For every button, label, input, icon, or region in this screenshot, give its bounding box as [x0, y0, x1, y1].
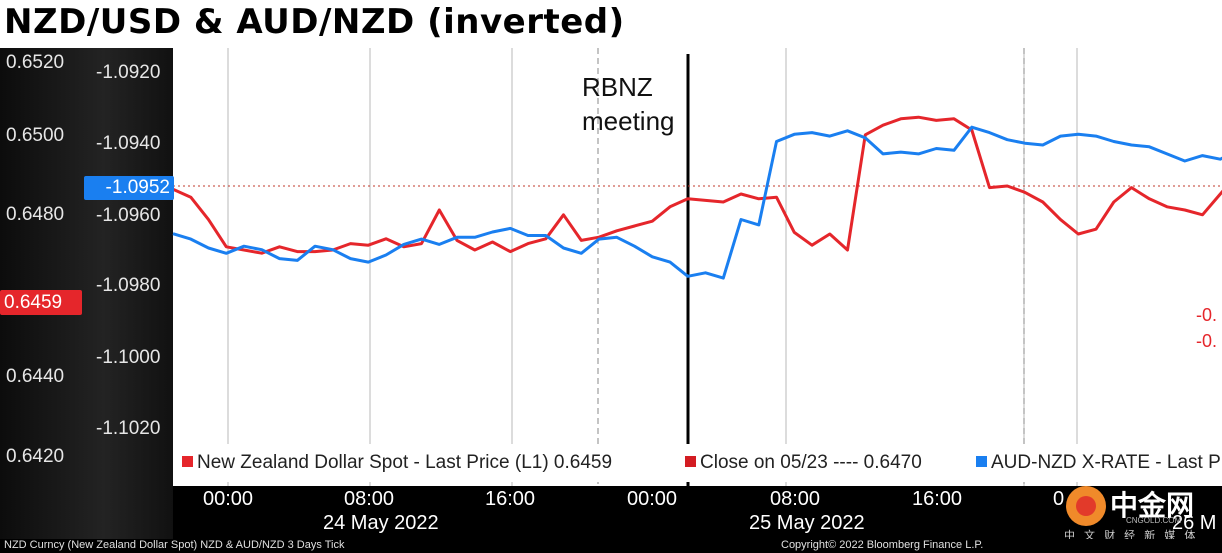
legend-item-nzd: New Zealand Dollar Spot - Last Price (L1…	[182, 452, 612, 474]
legend-swatch-nzd	[182, 456, 193, 467]
legend-label-aud: AUD-NZD X-RATE - Last P	[991, 452, 1221, 473]
x-date-1: 25 May 2022	[749, 512, 865, 534]
watermark-site: CNGOLD.COM	[1126, 516, 1182, 525]
annotation-line-2: meeting	[582, 106, 675, 136]
legend-label-nzd: New Zealand Dollar Spot - Last Price (L1…	[197, 452, 613, 473]
x-date-2: 26 M	[1172, 512, 1217, 534]
annotation-line-1: RBNZ	[582, 72, 653, 102]
legend-swatch-aud	[976, 456, 987, 467]
inner-tick-0: -1.0920	[96, 62, 161, 83]
inner-tick-5: -1.1020	[96, 418, 161, 439]
series-layer	[172, 115, 1222, 280]
watermark-logo	[1066, 486, 1106, 526]
legend-label-close: Close on 05/23 ---- 0.6470	[700, 452, 922, 473]
watermark-text: 中金网	[1110, 489, 1195, 522]
right-cut-label-2: -0.	[1196, 331, 1218, 351]
legend: New Zealand Dollar Spot - Last Price (L1…	[176, 444, 1222, 482]
left-tick-0: 0.6520	[6, 52, 65, 73]
chart-plot	[172, 48, 1222, 486]
grid	[173, 48, 1222, 486]
legend-item-aud: AUD-NZD X-RATE - Last P	[976, 452, 1221, 474]
aud-current-label: -1.0952	[84, 176, 174, 200]
series-aud-line	[172, 125, 1222, 280]
left-tick-1: 0.6500	[6, 125, 65, 146]
x-tick-3: 00:00	[627, 488, 678, 510]
annotation-rbnz: RBNZ meeting	[582, 70, 675, 138]
chart-title: NZD/USD & AUD/NZD (inverted)	[4, 2, 625, 42]
inner-tick-3: -1.0980	[96, 275, 161, 296]
legend-item-close: Close on 05/23 ---- 0.6470	[685, 452, 922, 474]
x-date-0: 24 May 2022	[323, 512, 439, 534]
legend-swatch-close	[685, 456, 696, 467]
inner-tick-2: -1.0960	[96, 205, 161, 226]
x-axis-band	[173, 486, 1222, 539]
footer-left-text: NZD Curncy (New Zealand Dollar Spot) NZD…	[4, 539, 345, 551]
left-tick-4: 0.6420	[6, 446, 65, 467]
inner-tick-1: -1.0940	[96, 133, 161, 154]
series-nzd-line	[172, 115, 1222, 255]
left-tick-3: 0.6440	[6, 366, 65, 387]
nzd-current-label: 0.6459	[0, 290, 82, 315]
footer-copyright: Copyright© 2022 Bloomberg Finance L.P.	[781, 539, 984, 551]
left-tick-2: 0.6480	[6, 204, 65, 225]
x-tick-0: 00:00	[203, 488, 254, 510]
x-tick-5: 16:00	[912, 488, 963, 510]
x-tick-1: 08:00	[344, 488, 395, 510]
x-tick-2: 16:00	[485, 488, 536, 510]
inner-tick-4: -1.1000	[96, 347, 161, 368]
plot-background	[173, 48, 1222, 486]
x-tick-6: 0	[1053, 488, 1065, 510]
footer: NZD Curncy (New Zealand Dollar Spot) NZD…	[0, 539, 1222, 553]
right-cut-label-1: -0.	[1196, 305, 1218, 325]
x-tick-4: 08:00	[770, 488, 821, 510]
